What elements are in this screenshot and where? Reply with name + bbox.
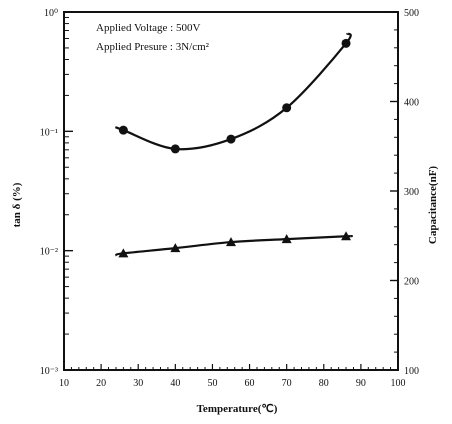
y-left-tick-label: 10⁰ — [44, 8, 58, 19]
x-tick-label: 80 — [319, 378, 329, 389]
x-tick-label: 70 — [282, 378, 292, 389]
x-tick-label: 60 — [245, 378, 255, 389]
y-left-tick-label: 10⁻² — [40, 247, 58, 258]
annotation-pressure: Applied Presure : 3N/cm² — [96, 41, 210, 53]
y-right-tick-label: 300 — [404, 187, 419, 198]
annotation-voltage: Applied Voltage : 500V — [96, 22, 200, 34]
y-right-tick-label: 100 — [404, 366, 419, 377]
capacitance-point — [341, 38, 351, 48]
y-right-tick-label: 200 — [404, 277, 419, 288]
data-marks — [114, 32, 353, 258]
plot-frame — [63, 11, 399, 371]
capacitance-point — [118, 125, 128, 135]
x-tick-label: 10 — [59, 378, 69, 389]
tan-delta-point — [341, 231, 352, 241]
y-axis-right-title: Capacitance(nF) — [427, 166, 439, 245]
tick-marks — [63, 11, 399, 371]
y-left-tick-label: 10⁻³ — [40, 366, 58, 377]
y-right-tick-label: 500 — [404, 8, 419, 19]
y-right-tick-label: 400 — [404, 98, 419, 109]
x-axis-title: Temperature(℃) — [197, 403, 278, 415]
x-tick-label: 100 — [391, 378, 406, 389]
y-left-tick-label: 10⁻¹ — [40, 127, 58, 138]
capacitance-point — [170, 144, 180, 154]
x-tick-label: 50 — [207, 378, 217, 389]
tan-delta-point — [118, 248, 129, 258]
y-axis-left-title: tan δ (%) — [11, 182, 23, 227]
x-tick-label: 30 — [133, 378, 143, 389]
tan-delta-point — [281, 234, 292, 244]
capacitance-point — [226, 134, 236, 144]
tick-labels: 10 20 30 40 50 60 70 80 90 100 10⁻³ 10⁻² 10⁻¹ 10⁰ 100 2… — [40, 8, 419, 389]
capacitance-point — [282, 103, 292, 113]
x-tick-label: 90 — [356, 378, 366, 389]
x-tick-label: 40 — [170, 378, 180, 389]
x-tick-label: 20 — [96, 378, 106, 389]
tan-delta-point — [170, 243, 181, 253]
tan-delta-point — [226, 237, 236, 247]
